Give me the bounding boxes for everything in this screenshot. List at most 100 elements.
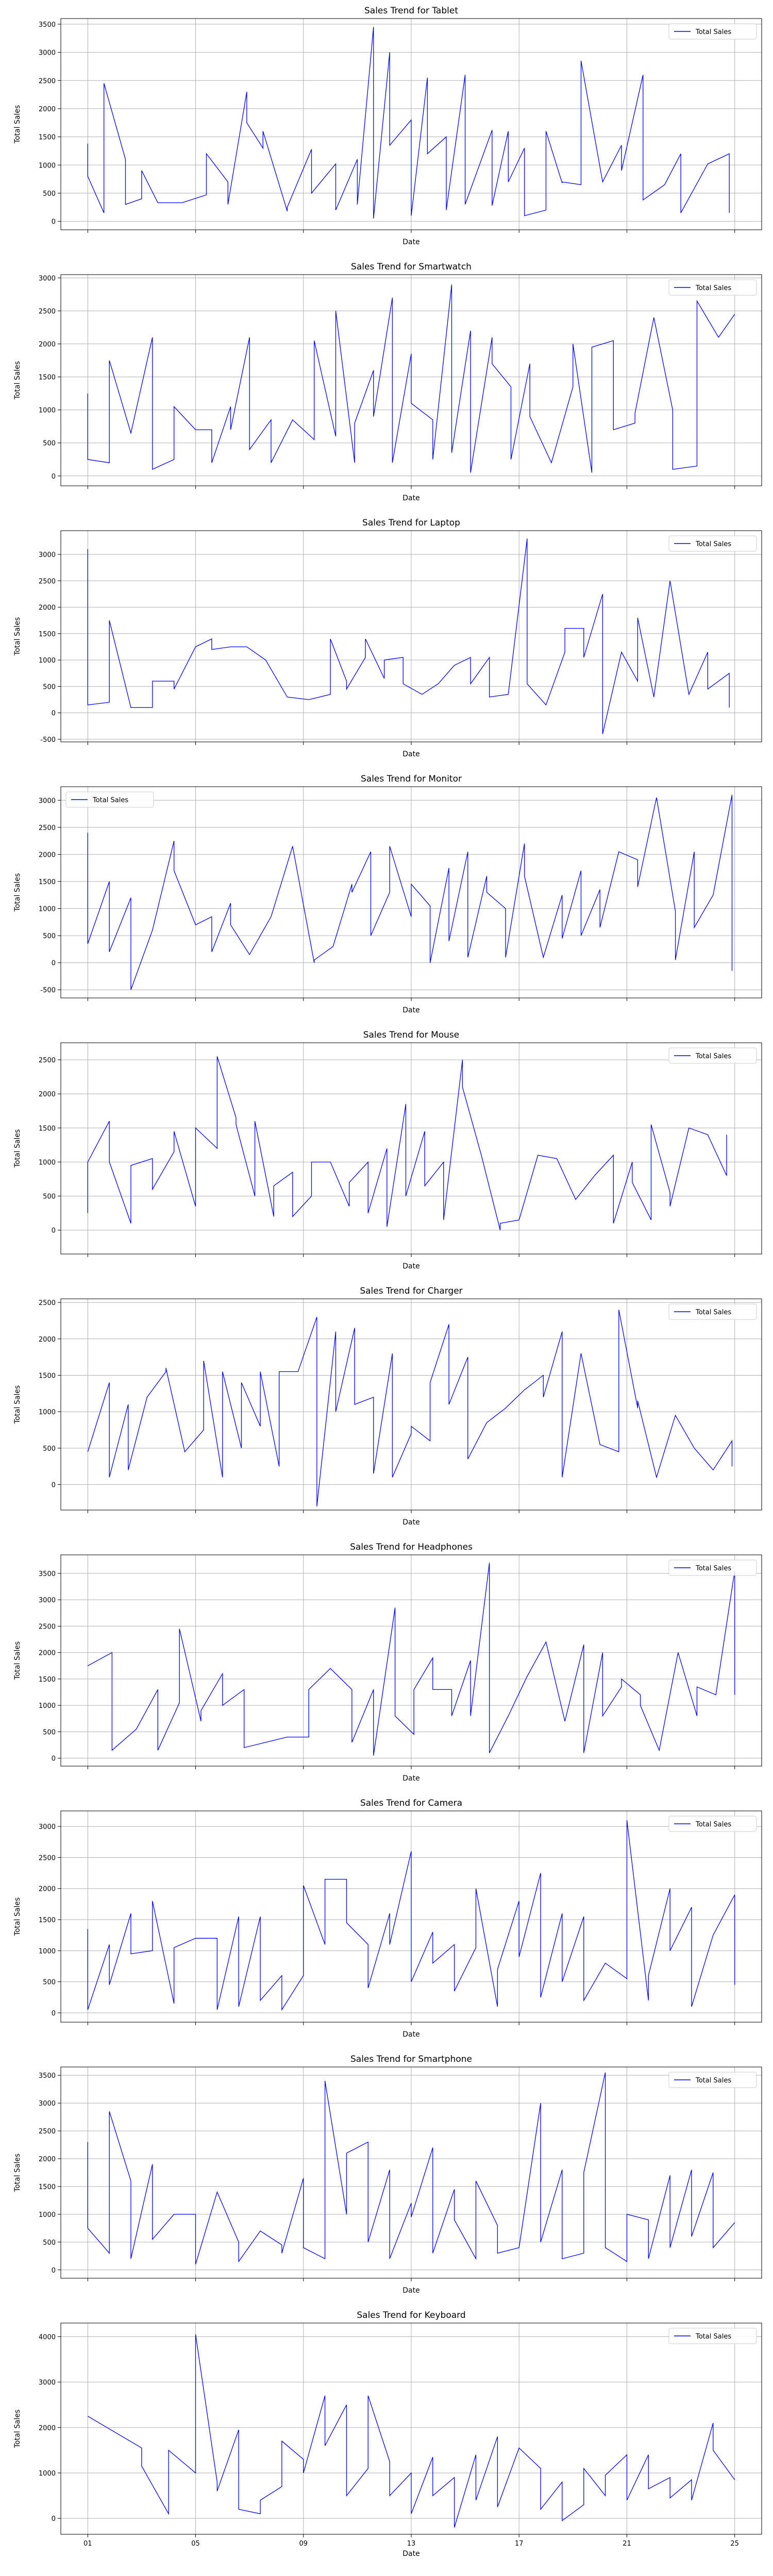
- legend-box: [668, 1816, 757, 1832]
- y-tick-label: 2500: [39, 2128, 56, 2136]
- y-tick-label: 3500: [39, 2072, 56, 2080]
- legend-box: [668, 1047, 757, 1064]
- chart-title: Sales Trend for Mouse: [363, 1030, 460, 1040]
- y-tick-label: 0: [52, 960, 56, 968]
- legend: Total Sales: [668, 535, 757, 552]
- x-tick-label: 25: [730, 2540, 739, 2548]
- y-tick-label: 500: [43, 190, 56, 198]
- y-tick-label: 1500: [39, 2183, 56, 2191]
- y-tick-label: 1000: [39, 407, 56, 415]
- chart-panel: Sales Trend for Headphones 0 500 1000 1500 20…: [13, 1542, 762, 1783]
- chart-title: Sales Trend for Charger: [360, 1286, 462, 1296]
- y-tick-label: 2500: [39, 1057, 56, 1064]
- y-tick-label: 2000: [39, 2425, 56, 2432]
- plot-frame: [60, 1298, 762, 1511]
- legend-label: Total Sales: [695, 1821, 731, 1828]
- x-tick-label: 09: [299, 2540, 308, 2548]
- x-tick-label: 05: [191, 2540, 200, 2548]
- series-line-total-sales: [87, 284, 735, 473]
- y-tick-label: 1000: [39, 906, 56, 913]
- chart-panel: Sales Trend for Mouse 0 500 1000 1500 2000 250…: [13, 1030, 762, 1270]
- y-axis-label: Total Sales: [13, 617, 22, 656]
- x-axis-label: Date: [402, 494, 419, 502]
- legend: Total Sales: [668, 1047, 757, 1064]
- y-tick-label: 0: [52, 1482, 56, 1489]
- chart-title: Sales Trend for Tablet: [364, 6, 458, 16]
- y-tick-label: 500: [43, 683, 56, 691]
- chart-panel: Sales Trend for Tablet 0 500 1000 1500 2000 25…: [13, 6, 762, 246]
- series-line-total-sales: [87, 27, 730, 219]
- chart-title: Sales Trend for Smartphone: [350, 2054, 472, 2064]
- y-tick-label: 1000: [39, 2211, 56, 2219]
- series-line-total-sales: [87, 794, 733, 990]
- x-tick-label: 01: [83, 2540, 92, 2548]
- chart-panel: Sales Trend for Keyboard 01 05 09 13 17 21 25 0 1…: [13, 2310, 762, 2558]
- y-tick-label: 2000: [39, 604, 56, 612]
- y-tick-label: 3000: [39, 49, 56, 57]
- chart-panel: Sales Trend for Charger 0 500 1000 1500 2000 2…: [13, 1286, 762, 1527]
- legend: Total Sales: [65, 791, 154, 808]
- legend-box: [668, 23, 757, 40]
- y-tick-label: 2000: [39, 106, 56, 113]
- y-tick-label: 500: [43, 1979, 56, 1987]
- plot-frame: [60, 18, 762, 230]
- chart-title: Sales Trend for Keyboard: [357, 2310, 465, 2320]
- plot-frame: [60, 2066, 762, 2279]
- y-tick-label: 1500: [39, 1125, 56, 1132]
- legend-box: [668, 1560, 757, 1576]
- y-axis-label: Total Sales: [13, 1385, 22, 1424]
- y-tick-label: 500: [43, 2239, 56, 2247]
- chart-title: Sales Trend for Monitor: [361, 774, 462, 784]
- y-tick-label: 3000: [39, 2379, 56, 2387]
- y-tick-label: 2000: [39, 1886, 56, 1893]
- y-tick-label: 1000: [39, 1159, 56, 1166]
- y-tick-label: 500: [43, 1728, 56, 1736]
- y-tick-label: 1000: [39, 657, 56, 665]
- y-tick-label: -500: [40, 987, 56, 994]
- chart-title: Sales Trend for Headphones: [350, 1542, 473, 1552]
- y-tick-label: 2500: [39, 1299, 56, 1307]
- legend-label: Total Sales: [695, 1565, 731, 1572]
- y-tick-label: 0: [52, 218, 56, 226]
- y-tick-label: 1500: [39, 631, 56, 638]
- chart-panel: Sales Trend for Monitor -500 0 500 1000 1500 2…: [13, 774, 762, 1014]
- y-tick-label: 3500: [39, 1570, 56, 1578]
- y-tick-label: 4000: [39, 2333, 56, 2341]
- y-tick-label: 0: [52, 473, 56, 481]
- x-tick-label: 21: [623, 2540, 631, 2548]
- legend: Total Sales: [668, 1560, 757, 1576]
- y-tick-label: 1000: [39, 1409, 56, 1416]
- series-line-total-sales: [87, 538, 730, 734]
- legend-label: Total Sales: [695, 1309, 731, 1316]
- y-tick-label: 2500: [39, 1854, 56, 1862]
- y-tick-label: 0: [52, 1227, 56, 1235]
- series-line-total-sales: [87, 1820, 735, 2011]
- y-axis-label: Total Sales: [13, 1897, 22, 1936]
- chart-title: Sales Trend for Smartwatch: [351, 262, 472, 272]
- y-tick-label: -500: [40, 736, 56, 744]
- y-axis-label: Total Sales: [13, 1129, 22, 1168]
- series-line-total-sales: [87, 1563, 735, 1756]
- y-tick-label: 2000: [39, 1650, 56, 1657]
- legend-box: [668, 2072, 757, 2088]
- plot-frame: [60, 274, 762, 486]
- y-axis-label: Total Sales: [13, 2410, 22, 2448]
- x-axis-label: Date: [402, 750, 419, 758]
- y-tick-label: 2500: [39, 578, 56, 585]
- legend-box: [668, 1303, 757, 1320]
- y-tick-label: 500: [43, 1445, 56, 1453]
- y-tick-label: 1500: [39, 1676, 56, 1684]
- x-tick-label: 17: [515, 2540, 524, 2548]
- legend-box: [668, 2328, 757, 2344]
- y-tick-label: 2000: [39, 1091, 56, 1098]
- y-tick-label: 1500: [39, 878, 56, 886]
- y-tick-label: 3000: [39, 1597, 56, 1604]
- legend: Total Sales: [668, 1303, 757, 1320]
- legend-label: Total Sales: [92, 796, 128, 804]
- legend-label: Total Sales: [695, 284, 731, 292]
- y-tick-label: 2500: [39, 824, 56, 832]
- y-tick-label: 2000: [39, 341, 56, 349]
- y-tick-label: 0: [52, 1755, 56, 1763]
- chart-title: Sales Trend for Laptop: [362, 518, 460, 528]
- y-tick-label: 1000: [39, 2470, 56, 2478]
